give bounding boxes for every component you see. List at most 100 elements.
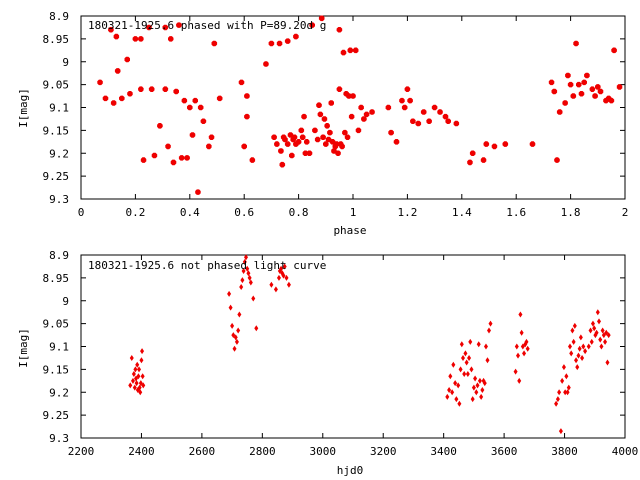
unphased-chart-title: 180321-1925.6 not phased light curve xyxy=(88,259,326,272)
unphased-data-point xyxy=(236,327,241,334)
unphased-data-point xyxy=(279,265,284,272)
phased-data-point xyxy=(578,91,585,97)
unphased-data-point xyxy=(597,318,602,325)
phased-data-point xyxy=(442,113,449,120)
unphased-data-point xyxy=(519,329,524,336)
unphased-data-point xyxy=(137,384,142,391)
phased-data-point xyxy=(347,47,354,54)
unphased-x-tick-label: 3200 xyxy=(370,445,397,458)
unphased-data-point xyxy=(140,348,145,355)
phased-data-point xyxy=(276,40,283,47)
phased-data-point xyxy=(556,109,563,115)
phased-data-point xyxy=(592,93,598,99)
phased-data-point xyxy=(316,102,322,108)
unphased-data-point xyxy=(606,332,611,339)
phased-x-tick-label: 1.2 xyxy=(397,206,417,219)
phased-data-point xyxy=(189,132,196,138)
unphased-data-point xyxy=(488,320,493,327)
phased-data-point xyxy=(187,104,193,111)
unphased-data-point xyxy=(251,295,256,302)
phased-data-point xyxy=(173,88,179,95)
phased-data-point xyxy=(271,134,277,140)
unphased-data-point xyxy=(513,368,518,375)
phased-data-point xyxy=(333,141,340,147)
unphased-data-point xyxy=(447,386,452,393)
phased-data-point xyxy=(469,150,476,156)
unphased-data-point xyxy=(475,382,480,389)
phased-data-point xyxy=(584,72,590,79)
phased-data-point xyxy=(401,104,408,111)
unphased-data-point xyxy=(522,350,527,357)
unphased-data-point xyxy=(487,327,491,334)
unphased-data-point xyxy=(479,393,484,400)
unphased-data-point xyxy=(135,361,140,368)
unphased-data-point xyxy=(141,382,146,389)
unphased-x-tick-label: 3400 xyxy=(430,445,457,458)
phased-data-point xyxy=(289,152,295,159)
phased-data-point xyxy=(336,86,343,92)
unphased-data-point xyxy=(134,380,139,387)
phased-data-point xyxy=(480,157,487,163)
phased-data-point xyxy=(320,134,326,140)
unphased-y-tick-label: 9.15 xyxy=(43,363,70,376)
unphased-data-point xyxy=(468,338,473,345)
unphased-data-point xyxy=(242,258,247,265)
unphased-data-point xyxy=(482,380,487,387)
phased-data-point xyxy=(565,72,571,79)
phased-data-point xyxy=(119,95,125,102)
phased-data-point xyxy=(274,141,280,147)
unphased-plot-area xyxy=(80,254,626,439)
unphased-data-point xyxy=(589,338,594,345)
phased-data-point xyxy=(124,56,130,63)
unphased-data-point xyxy=(276,274,281,281)
unphased-light-curve-panel: 2200 2400 2600 2800 3000 3200 3400 3600 3800 4000… xyxy=(17,249,638,477)
unphased-x-tick-label: 2200 xyxy=(68,445,95,458)
phased-data-point xyxy=(178,155,185,161)
unphased-data-point xyxy=(239,284,244,291)
unphased-data-point xyxy=(574,357,579,364)
phased-data-point xyxy=(453,120,460,127)
unphased-x-tick-label: 3000 xyxy=(310,445,337,458)
unphased-data-point xyxy=(470,396,475,403)
phased-data-point xyxy=(399,97,405,104)
phased-data-point xyxy=(597,88,604,95)
phased-data-point xyxy=(148,86,155,92)
unphased-data-point xyxy=(555,396,560,403)
unphased-data-point xyxy=(139,357,144,364)
phased-data-point xyxy=(328,100,334,106)
unphased-data-point xyxy=(281,272,286,279)
phased-data-point xyxy=(410,118,416,124)
phased-data-point xyxy=(581,79,587,86)
phased-data-point xyxy=(363,111,370,118)
phased-data-point xyxy=(284,141,291,147)
unphased-data-point xyxy=(571,338,576,345)
unphased-y-tick-label: 8.9 xyxy=(49,249,69,262)
phased-data-point xyxy=(318,15,325,22)
unphased-data-point xyxy=(525,345,530,352)
unphased-data-point xyxy=(586,343,591,350)
unphased-data-point xyxy=(517,377,522,384)
unphased-data-point xyxy=(230,322,235,329)
phased-data-point xyxy=(314,136,321,143)
phased-data-point xyxy=(162,24,169,31)
phased-data-point xyxy=(127,91,133,97)
phased-axis-ticks: 0 0.2 0.4 0.6 0.8 1 1.2 1.4 1.6 1.8 2 8.9 8.95 9 9.05 9… xyxy=(43,10,629,219)
unphased-data-point xyxy=(453,380,458,387)
phased-data-point xyxy=(102,95,109,102)
unphased-data-point xyxy=(282,263,287,270)
phased-data-point xyxy=(298,127,305,134)
phased-y-tick-label: 9.2 xyxy=(49,147,69,160)
unphased-data-point xyxy=(560,377,565,384)
unphased-axis-ticks: 2200 2400 2600 2800 3000 3200 3400 3600 3800 4000… xyxy=(43,249,639,458)
phased-data-point xyxy=(211,40,218,47)
unphased-data-point xyxy=(228,304,233,311)
phased-data-point xyxy=(352,47,359,54)
phased-x-tick-label: 1 xyxy=(350,206,357,219)
unphased-data-point xyxy=(246,270,251,277)
phased-data-point xyxy=(407,97,413,104)
phased-data-point xyxy=(404,86,411,92)
phased-data-point xyxy=(335,150,341,156)
unphased-data-point xyxy=(233,334,238,341)
phased-data-point xyxy=(157,123,163,129)
